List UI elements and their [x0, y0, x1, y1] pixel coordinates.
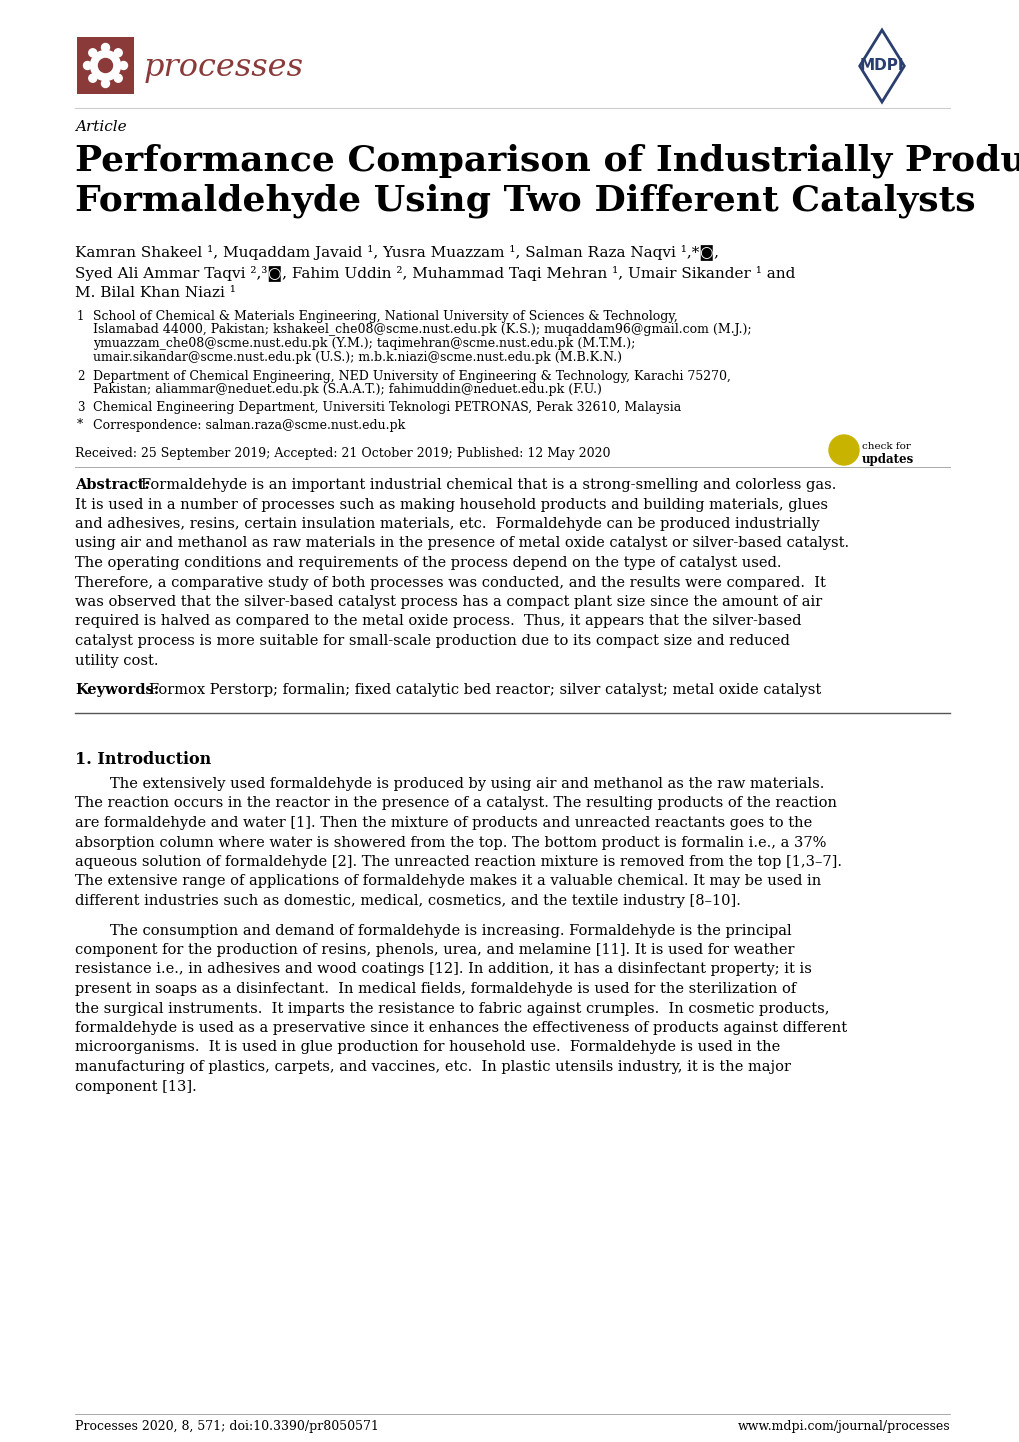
Text: MDPI: MDPI	[859, 59, 904, 74]
Text: ✓: ✓	[837, 443, 850, 457]
Text: The extensively used formaldehyde is produced by using air and methanol as the r: The extensively used formaldehyde is pro…	[110, 777, 823, 792]
Text: Processes 2020, 8, 571; doi:10.3390/pr8050571: Processes 2020, 8, 571; doi:10.3390/pr80…	[75, 1420, 378, 1433]
Text: 3: 3	[76, 401, 85, 414]
Text: Article: Article	[75, 120, 126, 134]
Text: microorganisms.  It is used in glue production for household use.  Formaldehyde : microorganisms. It is used in glue produ…	[75, 1041, 780, 1054]
Text: The operating conditions and requirements of the process depend on the type of c: The operating conditions and requirement…	[75, 557, 781, 570]
Text: utility cost.: utility cost.	[75, 653, 158, 668]
Text: Received: 25 September 2019; Accepted: 21 October 2019; Published: 12 May 2020: Received: 25 September 2019; Accepted: 2…	[75, 447, 610, 460]
Text: check for: check for	[861, 443, 910, 451]
Circle shape	[91, 50, 120, 81]
Text: Chemical Engineering Department, Universiti Teknologi PETRONAS, Perak 32610, Mal: Chemical Engineering Department, Univers…	[93, 401, 681, 414]
Text: School of Chemical & Materials Engineering, National University of Sciences & Te: School of Chemical & Materials Engineeri…	[93, 310, 677, 323]
Circle shape	[99, 59, 112, 72]
Text: *: *	[76, 418, 84, 431]
Text: catalyst process is more suitable for small-scale production due to its compact : catalyst process is more suitable for sm…	[75, 634, 789, 647]
Text: ymuazzam_che08@scme.nust.edu.pk (Y.M.); taqimehran@scme.nust.edu.pk (M.T.M.);: ymuazzam_che08@scme.nust.edu.pk (Y.M.); …	[93, 337, 635, 350]
Text: Formox Perstorp; formalin; fixed catalytic bed reactor; silver catalyst; metal o: Formox Perstorp; formalin; fixed catalyt…	[149, 684, 820, 696]
Text: processes: processes	[144, 52, 304, 84]
Text: Islamabad 44000, Pakistan; kshakeel_che08@scme.nust.edu.pk (K.S.); muqaddam96@gm: Islamabad 44000, Pakistan; kshakeel_che0…	[93, 323, 751, 336]
Text: was observed that the silver-based catalyst process has a compact plant size sin: was observed that the silver-based catal…	[75, 596, 821, 609]
Text: Keywords:: Keywords:	[75, 684, 159, 696]
Text: aqueous solution of formaldehyde [2]. The unreacted reaction mixture is removed : aqueous solution of formaldehyde [2]. Th…	[75, 855, 841, 870]
Text: Therefore, a comparative study of both processes was conducted, and the results : Therefore, a comparative study of both p…	[75, 575, 825, 590]
Text: www.mdpi.com/journal/processes: www.mdpi.com/journal/processes	[737, 1420, 949, 1433]
Text: formaldehyde is used as a preservative since it enhances the effectiveness of pr: formaldehyde is used as a preservative s…	[75, 1021, 847, 1035]
Text: component for the production of resins, phenols, urea, and melamine [11]. It is : component for the production of resins, …	[75, 943, 794, 957]
Text: component [13].: component [13].	[75, 1080, 197, 1093]
Text: 1. Introduction: 1. Introduction	[75, 751, 211, 769]
Circle shape	[89, 74, 97, 82]
Circle shape	[102, 79, 109, 88]
Circle shape	[89, 49, 97, 56]
Text: absorption column where water is showered from the top. The bottom product is fo: absorption column where water is showere…	[75, 835, 825, 849]
Text: manufacturing of plastics, carpets, and vaccines, etc.  In plastic utensils indu: manufacturing of plastics, carpets, and …	[75, 1060, 790, 1074]
Text: 2: 2	[76, 371, 85, 384]
Text: Kamran Shakeel ¹, Muqaddam Javaid ¹, Yusra Muazzam ¹, Salman Raza Naqvi ¹,*◙,: Kamran Shakeel ¹, Muqaddam Javaid ¹, Yus…	[75, 244, 718, 260]
Text: resistance i.e., in adhesives and wood coatings [12]. In addition, it has a disi: resistance i.e., in adhesives and wood c…	[75, 962, 811, 976]
Text: Department of Chemical Engineering, NED University of Engineering & Technology, : Department of Chemical Engineering, NED …	[93, 371, 731, 384]
Text: It is used in a number of processes such as making household products and buildi: It is used in a number of processes such…	[75, 497, 827, 512]
Text: using air and methanol as raw materials in the presence of metal oxide catalyst : using air and methanol as raw materials …	[75, 536, 848, 551]
Text: Pakistan; aliammar@neduet.edu.pk (S.A.A.T.); fahimuddin@neduet.edu.pk (F.U.): Pakistan; aliammar@neduet.edu.pk (S.A.A.…	[93, 384, 601, 397]
Text: Syed Ali Ammar Taqvi ²,³◙, Fahim Uddin ², Muhammad Taqi Mehran ¹, Umair Sikander: Syed Ali Ammar Taqvi ²,³◙, Fahim Uddin ²…	[75, 265, 795, 281]
Text: The consumption and demand of formaldehyde is increasing. Formaldehyde is the pr: The consumption and demand of formaldehy…	[110, 923, 791, 937]
Text: The extensive range of applications of formaldehyde makes it a valuable chemical: The extensive range of applications of f…	[75, 874, 820, 888]
FancyBboxPatch shape	[76, 37, 133, 94]
Circle shape	[102, 43, 109, 52]
Circle shape	[119, 62, 127, 69]
Circle shape	[828, 435, 858, 464]
Text: the surgical instruments.  It imparts the resistance to fabric against crumples.: the surgical instruments. It imparts the…	[75, 1002, 828, 1015]
Text: are formaldehyde and water [1]. Then the mixture of products and unreacted react: are formaldehyde and water [1]. Then the…	[75, 816, 811, 831]
Text: Performance Comparison of Industrially Produced: Performance Comparison of Industrially P…	[75, 143, 1019, 177]
Circle shape	[114, 74, 122, 82]
Circle shape	[84, 62, 92, 69]
Text: 1: 1	[76, 310, 85, 323]
Text: Correspondence: salman.raza@scme.nust.edu.pk: Correspondence: salman.raza@scme.nust.ed…	[93, 418, 405, 431]
Text: Abstract:: Abstract:	[75, 477, 150, 492]
Text: Formaldehyde Using Two Different Catalysts: Formaldehyde Using Two Different Catalys…	[75, 183, 974, 218]
Text: M. Bilal Khan Niazi ¹: M. Bilal Khan Niazi ¹	[75, 286, 235, 300]
Text: different industries such as domestic, medical, cosmetics, and the textile indus: different industries such as domestic, m…	[75, 894, 740, 908]
Text: Formaldehyde is an important industrial chemical that is a strong-smelling and c: Formaldehyde is an important industrial …	[141, 477, 836, 492]
Text: The reaction occurs in the reactor in the presence of a catalyst. The resulting : The reaction occurs in the reactor in th…	[75, 796, 837, 810]
Text: updates: updates	[861, 453, 913, 466]
Text: and adhesives, resins, certain insulation materials, etc.  Formaldehyde can be p: and adhesives, resins, certain insulatio…	[75, 518, 819, 531]
Circle shape	[114, 49, 122, 56]
Text: required is halved as compared to the metal oxide process.  Thus, it appears tha: required is halved as compared to the me…	[75, 614, 801, 629]
Text: present in soaps as a disinfectant.  In medical fields, formaldehyde is used for: present in soaps as a disinfectant. In m…	[75, 982, 796, 996]
Text: umair.sikandar@scme.nust.edu.pk (U.S.); m.b.k.niazi@scme.nust.edu.pk (M.B.K.N.): umair.sikandar@scme.nust.edu.pk (U.S.); …	[93, 350, 622, 363]
